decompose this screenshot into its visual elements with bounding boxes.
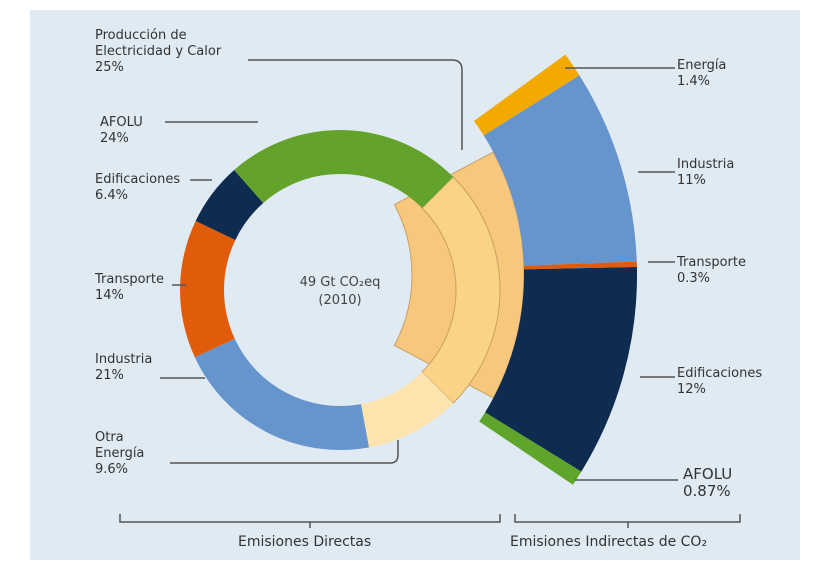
center-label: 49 Gt CO₂eq — [299, 275, 381, 290]
breakdown-value: 11% — [677, 173, 706, 188]
breakdown-value: 0.87% — [683, 482, 731, 500]
center-sublabel: (2010) — [318, 293, 362, 308]
donut-segment — [195, 169, 264, 240]
breakdown-label: AFOLU 0.87% — [683, 466, 732, 500]
slice-name: AFOLU — [100, 115, 143, 130]
breakdown-name: Industria — [677, 157, 735, 172]
group-label: Emisiones Directas — [238, 534, 372, 550]
slice-label: AFOLU 24% — [100, 115, 180, 147]
slice-name: Otra Energía — [95, 430, 145, 461]
breakdown-label: Transporte 0.3% — [677, 255, 746, 287]
slice-value: 9.6% — [95, 462, 129, 477]
breakdown-segment — [483, 75, 637, 266]
group-label: Emisiones Indirectas de CO₂ — [510, 534, 708, 550]
donut-segment — [361, 372, 454, 448]
breakdown-name: AFOLU — [683, 465, 733, 483]
leader — [170, 440, 399, 464]
breakdown-segment — [485, 266, 637, 472]
breakdown-name: Energía — [677, 58, 727, 73]
donut-segment — [194, 338, 369, 450]
donut-segment — [180, 220, 236, 358]
marks — [180, 54, 637, 485]
slice-name: Transporte — [95, 272, 164, 287]
leader — [248, 59, 463, 150]
leader-lines — [119, 59, 741, 528]
slice-value: 6.4% — [95, 188, 129, 203]
slice-label: Otra Energía 9.6% — [95, 430, 175, 478]
breakdown-value: 1.4% — [677, 74, 711, 89]
slice-label: Transporte 14% — [95, 272, 175, 304]
slice-label: Edificaciones 6.4% — [95, 172, 195, 204]
slice-value: 21% — [95, 368, 124, 383]
donut-segment — [234, 130, 454, 208]
breakdown-label: Edificaciones 12% — [677, 366, 762, 398]
slice-label: Industria 21% — [95, 352, 175, 384]
slice-label: Producción de Electricidad y Calor 25% — [95, 28, 245, 76]
breakdown-segment — [479, 412, 582, 485]
breakdown-value: 0.3% — [677, 271, 711, 286]
breakdown-segment — [523, 261, 637, 270]
breakdown-name: Edificaciones — [677, 366, 763, 381]
slice-name: Industria — [95, 352, 153, 367]
slice-value: 24% — [100, 131, 129, 146]
breakdown-label: Industria 11% — [677, 157, 734, 189]
breakdown-name: Transporte — [677, 255, 746, 270]
slice-name: Edificaciones — [95, 172, 181, 187]
slice-value: 25% — [95, 60, 124, 75]
slice-value: 14% — [95, 288, 124, 303]
breakdown-label: Energía 1.4% — [677, 58, 726, 90]
slice-name: Producción de Electricidad y Calor — [95, 28, 222, 59]
breakdown-segment — [473, 54, 580, 136]
donut-segment — [421, 176, 501, 404]
breakdown-value: 12% — [677, 382, 706, 397]
